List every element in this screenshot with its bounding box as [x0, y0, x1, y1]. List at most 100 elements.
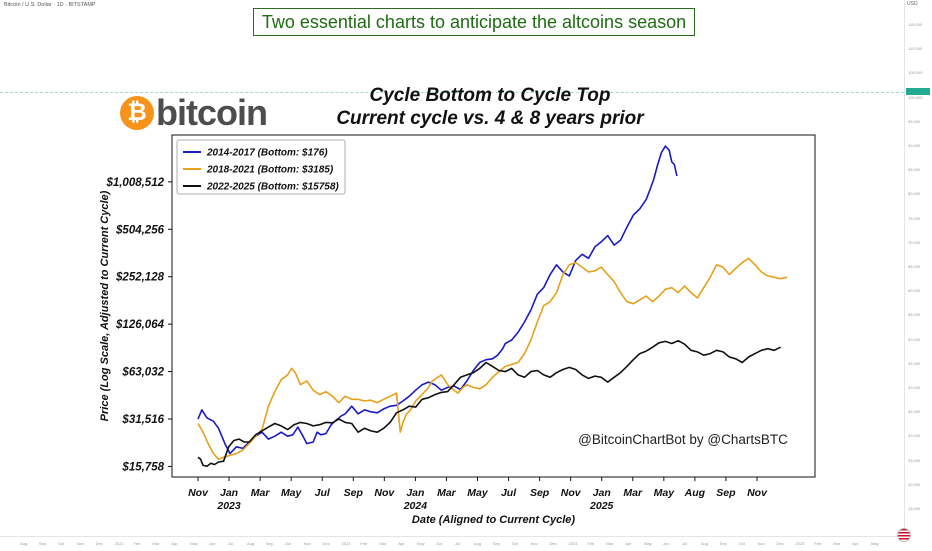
- series-line: [197, 145, 678, 455]
- price-scale-tick: 100,000: [908, 94, 923, 100]
- price-scale[interactable]: USD 115,000 110,000 105,000 100,000 95,000 90…: [904, 0, 932, 536]
- time-scale-tick: Sep: [265, 541, 273, 546]
- price-scale-tick: 85,000: [908, 167, 921, 173]
- time-scale-tick: Jul: [228, 541, 234, 546]
- price-scale-tick: 75,000: [908, 215, 921, 221]
- time-scale-tick: May: [190, 541, 198, 546]
- time-scale-tick: Jun: [209, 541, 216, 546]
- y-tick-label: $126,064: [115, 319, 165, 331]
- y-tick-label: $15,758: [121, 461, 164, 473]
- price-scale-tick: 90,000: [908, 143, 921, 148]
- time-scale-tick: Dec: [776, 541, 784, 546]
- time-scale-tick: Aug: [473, 541, 482, 546]
- price-scale-tick: 80,000: [908, 191, 921, 197]
- time-scale-tick: Oct: [284, 541, 292, 546]
- time-scale-tick: Sep: [38, 541, 47, 546]
- time-scale-tick: Feb: [360, 541, 368, 546]
- time-scale-tick: 2023: [341, 541, 351, 546]
- price-scale-tick: 115,000: [908, 22, 923, 27]
- price-scale-tick: 15,000: [908, 506, 921, 511]
- time-scale-tick: Nov: [757, 541, 765, 546]
- y-tick-label: $1,008,512: [105, 177, 164, 189]
- x-tick-label: Jan: [406, 487, 424, 499]
- bitcoin-coin-icon: ₿: [120, 96, 154, 130]
- x-tick-label: Mar: [251, 487, 271, 499]
- time-scale-tick: Sep: [719, 541, 727, 546]
- time-scale-tick: May: [644, 541, 652, 546]
- time-scale-tick: Apr: [171, 541, 178, 546]
- series-line: [197, 257, 788, 460]
- x-tick-label: Sep: [716, 487, 736, 499]
- y-axis-label: Price (Log Scale, Adjusted to Current Cy…: [99, 190, 111, 421]
- price-scale-tick: 60,000: [908, 288, 921, 294]
- headline-box: Two essential charts to anticipate the a…: [253, 8, 695, 36]
- time-scale[interactable]: Aug Sep Oct Nov Dec 2022 Feb Mar Apr May Jun Jul Aug…: [0, 536, 904, 551]
- time-scale-tick: Feb: [133, 541, 141, 546]
- current-price-line: [0, 92, 904, 93]
- x-tick-label: Aug: [684, 487, 706, 499]
- time-scale-tick: Mar: [833, 541, 841, 546]
- us-flag-icon[interactable]: [897, 528, 911, 542]
- time-scale-tick: Dec: [549, 541, 557, 546]
- x-axis-label: Date (Aligned to Current Cycle): [412, 514, 576, 526]
- x-tick-label: Jan: [593, 487, 611, 499]
- time-scale-tick: Dec: [322, 541, 330, 546]
- chart-subtitle: Current cycle vs. 4 & 8 years prior: [336, 108, 644, 129]
- time-scale-tick: Sep: [492, 541, 500, 546]
- time-scale-tick: 2025: [795, 541, 805, 546]
- price-scale-tick: 50,000: [908, 336, 921, 342]
- y-tick-label: $504,256: [115, 224, 165, 236]
- legend-box: [176, 139, 346, 195]
- time-scale-tick: May: [871, 541, 879, 546]
- price-scale-tick: 40,000: [908, 385, 921, 390]
- symbol-info: Bitcoin / U.S. Dollar · 1D · BITSTAMP: [4, 2, 96, 8]
- chart-title: Cycle Bottom to Cycle Top: [369, 85, 611, 106]
- time-scale-tick: Jul: [681, 541, 688, 546]
- price-scale-tick: 35,000: [908, 409, 921, 415]
- price-scale-tick: 110,000: [908, 46, 923, 52]
- time-scale-tick: Oct: [738, 541, 745, 546]
- time-scale-tick: Mar: [379, 541, 387, 546]
- x-tick-label: May: [654, 487, 676, 499]
- y-tick-label: $252,128: [115, 272, 165, 284]
- bitcoin-logo: ₿ bitcoin: [120, 92, 268, 133]
- y-tick-label: $31,516: [121, 414, 164, 426]
- time-scale-tick: Oct: [57, 541, 65, 546]
- time-scale-tick: Apr: [852, 541, 859, 546]
- x-tick-label: Jan: [220, 487, 238, 499]
- currency-label: USD: [907, 1, 918, 7]
- x-tick-year-label: 2025: [589, 500, 614, 512]
- price-scale-tick: 105,000: [908, 70, 923, 76]
- x-tick-year-label: 2023: [216, 500, 241, 512]
- price-scale-tick: 55,000: [908, 312, 921, 318]
- time-scale-tick: Apr: [398, 541, 405, 546]
- time-scale-tick: Jul: [455, 541, 461, 546]
- time-scale-tick: Feb: [587, 541, 595, 546]
- x-tick-label: May: [467, 487, 489, 499]
- x-tick-label: Nov: [747, 487, 768, 499]
- price-scale-tick: 70,000: [908, 239, 921, 245]
- time-scale-tick: 2024: [568, 541, 578, 546]
- legend-label: 2014-2017 (Bottom: $176): [206, 148, 328, 159]
- price-scale-tick: 20,000: [908, 481, 921, 487]
- price-scale-tick: 25,000: [908, 457, 921, 463]
- watermark-text: @BitcoinChartBot by @ChartsBTC: [578, 432, 788, 447]
- series-line: [197, 339, 781, 467]
- x-tick-year-label: 2024: [403, 500, 428, 512]
- time-scale-tick: Aug: [246, 541, 255, 546]
- x-tick-label: Mar: [437, 487, 457, 499]
- time-scale-tick: Nov: [530, 541, 538, 546]
- y-tick-label: $63,032: [121, 367, 164, 379]
- x-tick-label: Nov: [374, 487, 395, 499]
- x-tick-label: Sep: [344, 487, 364, 499]
- time-scale-tick: 2022: [114, 541, 124, 546]
- price-scale-tick: 65,000: [908, 264, 921, 269]
- legend-label: 2018-2021 (Bottom: $3185): [206, 165, 334, 176]
- x-tick-label: Mar: [623, 487, 643, 499]
- time-scale-tick: Oct: [511, 541, 518, 546]
- current-price-badge: [906, 88, 930, 95]
- bitcoin-wordmark: bitcoin: [156, 92, 268, 133]
- time-scale-tick: Feb: [814, 541, 822, 546]
- x-tick-label: Nov: [188, 487, 209, 499]
- time-scale-tick: May: [417, 541, 425, 546]
